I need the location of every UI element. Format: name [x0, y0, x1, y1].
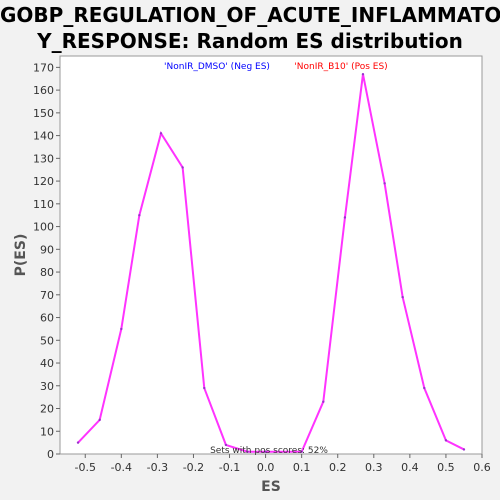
y-tick-label: 80 [40, 266, 54, 279]
es-data-point [361, 72, 365, 76]
chart-title-line-2: Y_RESPONSE: Random ES distribution [37, 29, 463, 53]
y-tick-label: 0 [47, 448, 54, 461]
legend-entry: 'NonIR_B10' (Pos ES) [294, 62, 387, 72]
y-tick-label: 90 [40, 243, 54, 256]
x-tick-label: -0.5 [75, 461, 96, 474]
x-tick-label: -0.1 [219, 461, 240, 474]
x-tick-label: 0.4 [401, 461, 419, 474]
x-tick-label: 0.6 [473, 461, 491, 474]
es-data-point [300, 450, 303, 453]
y-tick-label: 40 [40, 357, 54, 370]
es-data-point [120, 327, 123, 331]
y-tick-label: 120 [33, 175, 54, 188]
es-data-point [98, 418, 101, 422]
x-tick-label: 0.2 [329, 461, 347, 474]
y-tick-label: 150 [33, 107, 54, 120]
es-data-point [383, 182, 386, 185]
es-data-point [138, 214, 141, 217]
legend-entry: 'NonIR_DMSO' (Neg ES) [164, 62, 270, 72]
x-tick-label: -0.2 [183, 461, 204, 474]
y-tick-label: 60 [40, 312, 54, 325]
pos-score-note: Sets with pos scores: 52% [210, 446, 328, 456]
x-tick-label: 0.0 [257, 461, 275, 474]
x-axis-label: ES [261, 479, 281, 495]
y-tick-label: 70 [40, 289, 54, 302]
x-tick-label: 0.1 [293, 461, 311, 474]
es-data-point [401, 295, 404, 299]
y-tick-label: 130 [33, 152, 54, 165]
es-data-point [159, 132, 163, 135]
y-axis-label: P(ES) [13, 234, 29, 277]
y-tick-label: 110 [33, 198, 54, 211]
es-data-point [462, 448, 466, 451]
y-tick-label: 20 [40, 403, 54, 416]
es-data-point [181, 166, 184, 169]
chart-title: GOBP_REGULATION_OF_ACUTE_INFLAMMATOR Y_R… [0, 2, 500, 54]
es-data-point [444, 439, 448, 442]
plot-area [59, 55, 483, 455]
es-data-point [343, 216, 347, 219]
es-data-point [76, 441, 80, 444]
y-tick-label: 140 [33, 130, 54, 143]
es-data-point [264, 450, 267, 453]
x-tick-label: -0.4 [111, 461, 132, 474]
es-data-point [423, 386, 426, 390]
es-data-point [246, 450, 249, 453]
y-tick-label: 160 [33, 84, 54, 97]
y-tick-label: 50 [40, 334, 54, 347]
x-tick-label: 0.5 [437, 461, 455, 474]
es-data-point [224, 443, 228, 447]
y-tick-label: 170 [33, 61, 54, 74]
es-data-point [322, 400, 325, 403]
es-series-line [77, 130, 266, 453]
x-tick-label: -0.3 [147, 461, 168, 474]
chart-title-line-1: GOBP_REGULATION_OF_ACUTE_INFLAMMATOR [0, 3, 500, 27]
y-tick-label: 30 [40, 380, 54, 393]
x-tick-label: 0.3 [365, 461, 383, 474]
y-tick-label: 10 [40, 425, 54, 438]
y-tick-label: 100 [33, 221, 54, 234]
es-data-point [203, 386, 206, 390]
es-series-line [265, 73, 465, 453]
